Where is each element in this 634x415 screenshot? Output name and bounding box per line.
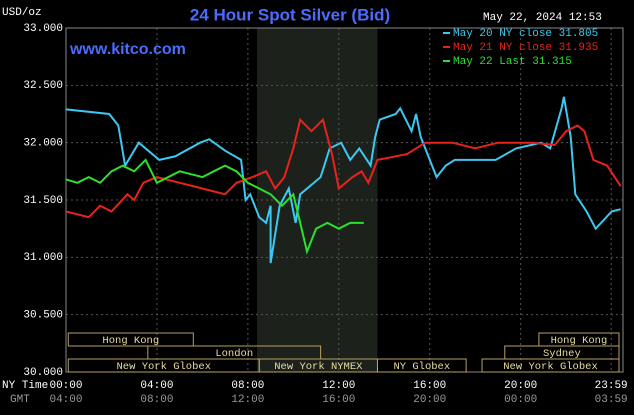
x2-tick-label: 00:00 — [504, 394, 537, 406]
y-tick-label: 30.500 — [23, 310, 63, 322]
legend-label: May 20 NY close 31.805 — [453, 28, 598, 40]
y-unit: USD/oz — [2, 7, 42, 19]
x2-tick-label: 03:59 — [595, 394, 628, 406]
x2-tick-label: 16:00 — [322, 394, 355, 406]
chart-title: 24 Hour Spot Silver (Bid) — [190, 5, 390, 24]
session-label: London — [215, 348, 253, 360]
session-label: Hong Kong — [102, 335, 159, 347]
x-row-label: NY Time — [2, 380, 48, 392]
series-line — [65, 96, 621, 264]
session-label: New York Globex — [503, 361, 598, 373]
x-tick-label: 12:00 — [322, 380, 355, 392]
session-label: New York Globex — [117, 361, 212, 373]
x2-tick-label: 08:00 — [140, 394, 173, 406]
y-tick-label: 31.500 — [23, 195, 63, 207]
session-bar — [481, 358, 620, 373]
x2-tick-label: 20:00 — [413, 394, 446, 406]
x2-row-label: GMT — [10, 394, 30, 406]
session-label: Hong Kong — [551, 335, 608, 347]
y-tick-label: 33.000 — [23, 23, 63, 35]
legend-label: May 22 Last 31.315 — [453, 56, 572, 68]
y-tick-label: 32.500 — [23, 80, 63, 92]
x-tick-label: 16:00 — [413, 380, 446, 392]
session-label: Sydney — [543, 348, 581, 360]
x-tick-label: 23:59 — [595, 380, 628, 392]
session-label: New York NYMEX — [274, 361, 363, 373]
y-tick-label: 31.000 — [23, 252, 63, 264]
timestamp: May 22, 2024 12:53 — [483, 12, 602, 24]
session-bar — [67, 332, 194, 347]
session-bar — [376, 358, 467, 373]
session-label: NY Globex — [393, 361, 450, 373]
series-line — [65, 117, 622, 219]
y-tick-label: 32.000 — [23, 138, 63, 150]
x-tick-label: 04:00 — [140, 380, 173, 392]
x-tick-label: 00:00 — [49, 380, 82, 392]
legend-label: May 21 NY close 31.935 — [453, 42, 598, 54]
x-tick-label: 08:00 — [231, 380, 264, 392]
x2-tick-label: 04:00 — [49, 394, 82, 406]
y-tick-label: 30.000 — [23, 367, 63, 379]
website: www.kitco.com — [69, 41, 186, 58]
series-line — [65, 158, 364, 255]
x-tick-label: 20:00 — [504, 380, 537, 392]
x2-tick-label: 12:00 — [231, 394, 264, 406]
session-bar — [538, 332, 620, 347]
